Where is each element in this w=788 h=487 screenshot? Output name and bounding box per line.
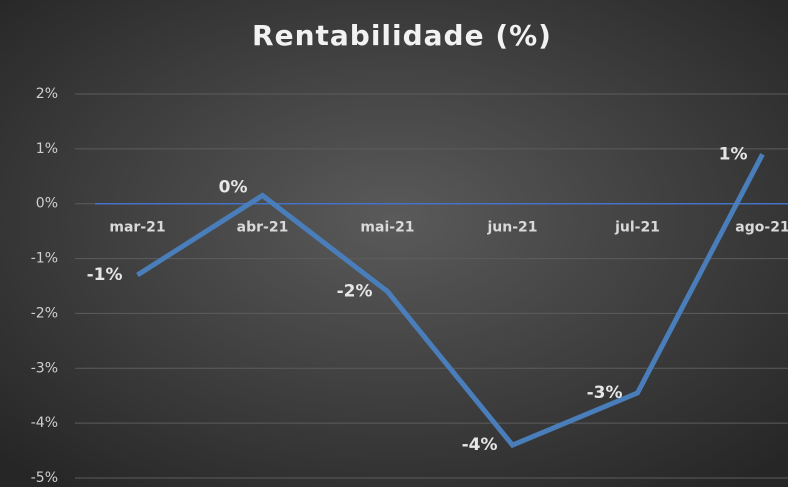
- x-tick-label: ago-21: [735, 220, 788, 236]
- x-tick-label: jul-21: [614, 220, 660, 236]
- y-tick-label: -3%: [31, 360, 58, 376]
- y-tick-label: -2%: [31, 305, 58, 321]
- x-tick-label: mai-21: [360, 220, 414, 236]
- y-tick-label: 0%: [36, 196, 58, 212]
- y-tick-label: 1%: [36, 141, 58, 157]
- x-tick-label: mar-21: [109, 220, 165, 236]
- data-label: -1%: [87, 265, 123, 285]
- y-tick-label: -1%: [31, 251, 58, 267]
- y-tick-label: 2%: [36, 86, 58, 102]
- y-tick-label: -4%: [31, 415, 58, 431]
- x-tick-label: jun-21: [486, 220, 537, 236]
- data-label: -3%: [587, 383, 623, 403]
- data-label: 0%: [219, 177, 248, 197]
- y-tick-label: -5%: [31, 470, 58, 486]
- data-label: 1%: [719, 144, 748, 164]
- data-label: -4%: [462, 435, 498, 455]
- line: [136, 153, 765, 449]
- data-label: -2%: [337, 281, 373, 301]
- x-tick-label: abr-21: [237, 220, 289, 236]
- chart-title: Rentabilidade (%): [252, 19, 552, 52]
